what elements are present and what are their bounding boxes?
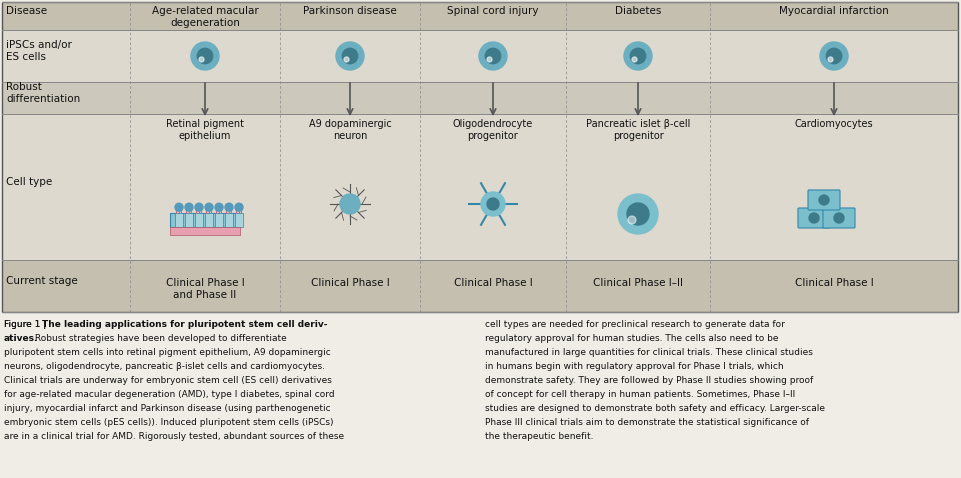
Bar	[170, 227, 240, 235]
Text: injury, myocardial infarct and Parkinson disease (using parthenogenetic: injury, myocardial infarct and Parkinson…	[4, 404, 331, 413]
Text: Clinical Phase I: Clinical Phase I	[795, 278, 874, 288]
Text: atives.: atives.	[4, 334, 38, 343]
Bar	[215, 213, 223, 227]
Bar	[2, 30, 958, 82]
Text: embryonic stem cells (pES cells)). Induced pluripotent stem cells (iPSCs): embryonic stem cells (pES cells)). Induc…	[4, 418, 333, 427]
Text: Robust
differentiation: Robust differentiation	[6, 82, 81, 104]
Text: neurons, oligodendrocyte, pancreatic β-islet cells and cardiomyocytes.: neurons, oligodendrocyte, pancreatic β-i…	[4, 362, 325, 371]
Circle shape	[820, 42, 848, 70]
Bar	[170, 213, 240, 227]
Bar	[2, 114, 958, 260]
Text: Figure 1 |: Figure 1 |	[4, 320, 49, 329]
Circle shape	[819, 195, 829, 205]
Text: manufactured in large quantities for clinical trials. These clinical studies: manufactured in large quantities for cli…	[485, 348, 813, 357]
Bar	[175, 213, 183, 227]
Text: Clinical Phase I
and Phase II: Clinical Phase I and Phase II	[165, 278, 244, 300]
Text: Figure 1 |: Figure 1 |	[4, 320, 49, 329]
Bar	[225, 213, 233, 227]
Bar	[185, 213, 193, 227]
Circle shape	[215, 203, 223, 211]
Text: Spinal cord injury: Spinal cord injury	[447, 6, 539, 16]
Text: in humans begin with regulatory approval for Phase I trials, which: in humans begin with regulatory approval…	[485, 362, 783, 371]
Circle shape	[485, 48, 501, 64]
Text: Cardiomyocytes: Cardiomyocytes	[795, 119, 874, 129]
Text: Retinal pigment
epithelium: Retinal pigment epithelium	[166, 119, 244, 141]
Circle shape	[627, 203, 649, 225]
Circle shape	[479, 42, 507, 70]
Circle shape	[809, 213, 819, 223]
Text: Myocardial infarction: Myocardial infarction	[779, 6, 889, 16]
Text: Oligodendrocyte
progenitor: Oligodendrocyte progenitor	[453, 119, 533, 141]
Text: Current stage: Current stage	[6, 276, 78, 286]
Circle shape	[624, 42, 652, 70]
Text: A9 dopaminergic
neuron: A9 dopaminergic neuron	[308, 119, 391, 141]
Text: are in a clinical trial for AMD. Rigorously tested, abundant sources of these: are in a clinical trial for AMD. Rigorou…	[4, 432, 344, 441]
Bar	[2, 2, 958, 30]
Text: Parkinson disease: Parkinson disease	[303, 6, 397, 16]
Text: Clinical Phase I–II: Clinical Phase I–II	[593, 278, 683, 288]
Circle shape	[630, 48, 646, 64]
Circle shape	[175, 203, 183, 211]
Circle shape	[344, 57, 349, 62]
Bar	[235, 213, 243, 227]
Circle shape	[195, 203, 203, 211]
Circle shape	[191, 42, 219, 70]
Circle shape	[235, 203, 243, 211]
Circle shape	[487, 198, 499, 210]
Circle shape	[826, 48, 842, 64]
Bar	[195, 213, 203, 227]
Circle shape	[185, 203, 193, 211]
Circle shape	[342, 48, 357, 64]
Circle shape	[340, 194, 360, 214]
Circle shape	[481, 192, 505, 216]
Circle shape	[618, 194, 658, 234]
Text: Clinical Phase I: Clinical Phase I	[310, 278, 389, 288]
Text: Pancreatic islet β-cell
progenitor: Pancreatic islet β-cell progenitor	[586, 119, 690, 141]
Text: cell types are needed for preclinical research to generate data for: cell types are needed for preclinical re…	[485, 320, 785, 329]
FancyBboxPatch shape	[823, 208, 855, 228]
FancyBboxPatch shape	[798, 208, 830, 228]
Circle shape	[225, 203, 233, 211]
Text: Clinical trials are underway for embryonic stem cell (ES cell) derivatives: Clinical trials are underway for embryon…	[4, 376, 332, 385]
Text: Disease: Disease	[6, 6, 47, 16]
Text: Phase III clinical trials aim to demonstrate the statistical significance of: Phase III clinical trials aim to demonst…	[485, 418, 809, 427]
FancyBboxPatch shape	[808, 190, 840, 210]
Text: Robust strategies have been developed to differentiate: Robust strategies have been developed to…	[32, 334, 286, 343]
Circle shape	[828, 57, 833, 62]
Text: the therapeutic benefit.: the therapeutic benefit.	[485, 432, 594, 441]
Text: studies are designed to demonstrate both safety and efficacy. Larger-scale: studies are designed to demonstrate both…	[485, 404, 825, 413]
Circle shape	[628, 216, 636, 224]
Text: Diabetes: Diabetes	[615, 6, 661, 16]
Circle shape	[336, 42, 364, 70]
Bar	[205, 213, 213, 227]
Text: Age-related macular
degeneration: Age-related macular degeneration	[152, 6, 259, 28]
Bar	[2, 260, 958, 312]
Circle shape	[205, 203, 213, 211]
Text: pluripotent stem cells into retinal pigment epithelium, A9 dopaminergic: pluripotent stem cells into retinal pigm…	[4, 348, 331, 357]
Circle shape	[834, 213, 844, 223]
Text: of concept for cell therapy in human patients. Sometimes, Phase I–II: of concept for cell therapy in human pat…	[485, 390, 796, 399]
Text: demonstrate safety. They are followed by Phase II studies showing proof: demonstrate safety. They are followed by…	[485, 376, 813, 385]
Text: for age-related macular degeneration (AMD), type I diabetes, spinal cord: for age-related macular degeneration (AM…	[4, 390, 334, 399]
Bar	[2, 2, 958, 312]
Text: Clinical Phase I: Clinical Phase I	[454, 278, 532, 288]
Circle shape	[197, 48, 212, 64]
Text: Cell type: Cell type	[6, 177, 52, 187]
Text: regulatory approval for human studies. The cells also need to be: regulatory approval for human studies. T…	[485, 334, 778, 343]
Text: iPSCs and/or
ES cells: iPSCs and/or ES cells	[6, 40, 72, 62]
Circle shape	[487, 57, 492, 62]
Circle shape	[632, 57, 637, 62]
Bar	[2, 82, 958, 114]
Text: The leading applications for pluripotent stem cell deriv-: The leading applications for pluripotent…	[42, 320, 328, 329]
Circle shape	[199, 57, 204, 62]
